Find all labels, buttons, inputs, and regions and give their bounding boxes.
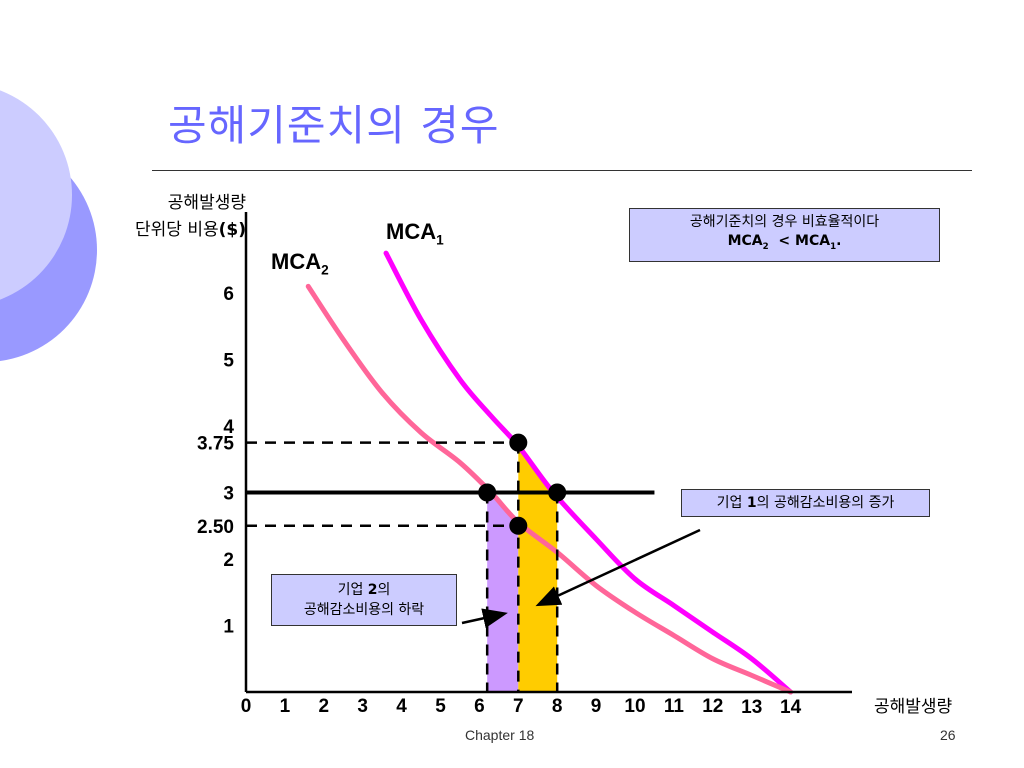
y-tick-label: 3.75 (197, 434, 234, 455)
x-tick-label: 4 (396, 696, 407, 717)
y-axis-title-text: 단위당 비용 (135, 220, 219, 240)
note-period: . (836, 233, 842, 249)
inefficiency-note-line1: 공해기준치의 경우 비효율적이다 (689, 214, 880, 230)
shaded-area-firm2-decrease (487, 488, 519, 692)
firm2-box-num: 2 (367, 582, 378, 598)
x-tick-label: 9 (591, 696, 602, 717)
x-tick-label: 11 (664, 696, 685, 717)
firm2-box-kr1: 기업 (337, 582, 368, 598)
y-tick-label: 4 (223, 417, 234, 438)
x-tick-label: 0 (241, 696, 252, 717)
y-tick-label: 3 (223, 484, 234, 505)
inefficiency-note-line2: MCA2 < MCA1. (630, 232, 939, 257)
firm2-box-line1: 기업 2의 (272, 580, 456, 600)
mca1-label-sub: 1 (436, 232, 444, 248)
x-tick-label: 13 (741, 697, 762, 718)
note-mca1-sub: 1 (830, 241, 837, 252)
firm1-box-num: 1 (746, 495, 757, 511)
data-point (509, 516, 528, 535)
y-tick-label: 2.50 (197, 517, 234, 538)
firm2-box-line2: 공해감소비용의 하락 (303, 602, 425, 618)
arrow-firm1-increase (535, 528, 701, 607)
mca1-label: MCA1 (386, 219, 444, 247)
mca1-label-main: MCA (386, 219, 437, 244)
y-tick-label: 2 (223, 550, 234, 571)
y-tick-label: 5 (223, 351, 234, 372)
y-axis-title: 공해발생량 단위당 비용($) (96, 190, 246, 244)
x-tick-label: 3 (357, 696, 368, 717)
y-tick-label: 1 (223, 617, 234, 638)
mca2-label-main: MCA (271, 249, 322, 274)
data-point (548, 483, 567, 502)
x-tick-label: 14 (780, 697, 802, 718)
curve-mca2 (305, 283, 794, 695)
curve-mca1 (383, 250, 794, 695)
x-tick-label: 5 (435, 696, 446, 717)
note-mca2-sub: 2 (762, 241, 769, 252)
x-tick-label: 10 (624, 696, 645, 717)
mca2-label: MCA2 (271, 249, 329, 277)
title-divider (152, 170, 972, 171)
x-tick-label: 7 (513, 696, 524, 717)
data-point (478, 483, 497, 502)
note-mca2: MCA (727, 233, 763, 249)
inefficiency-note-box: 공해기준치의 경우 비효율적이다 MCA2 < MCA1. (629, 208, 940, 262)
note-lt-mca1: < MCA (778, 233, 831, 249)
firm2-box-kr2: 의 (377, 582, 391, 598)
x-tick-label: 8 (552, 696, 563, 717)
y-axis-title-line2: 단위당 비용($) (96, 217, 246, 244)
data-point (509, 433, 528, 452)
footer-chapter: Chapter 18 (465, 727, 535, 743)
firm2-cost-decrease-box: 기업 2의 공해감소비용의 하락 (271, 574, 457, 626)
x-axis-title: 공해발생량 (874, 697, 953, 717)
firm1-box-kr2: 의 공해감소비용의 증가 (756, 495, 895, 511)
y-axis-title-line1: 공해발생량 (167, 193, 246, 213)
firm1-box-kr1: 기업 (716, 495, 747, 511)
x-tick-label: 1 (280, 696, 291, 717)
page-title: 공해기준치의 경우 (168, 101, 500, 150)
x-tick-label: 12 (702, 696, 723, 717)
shaded-area-firm1-increase (518, 445, 558, 692)
decor-circle-front (0, 90, 72, 300)
mca2-label-sub: 2 (321, 262, 329, 278)
y-tick-label: 6 (223, 284, 234, 305)
page-number: 26 (940, 727, 956, 743)
firm1-cost-increase-box: 기업 1의 공해감소비용의 증가 (681, 489, 930, 517)
x-tick-label: 2 (319, 696, 330, 717)
x-tick-label: 6 (474, 696, 485, 717)
y-axis-title-unit: ($) (218, 220, 246, 240)
arrow-firm2-decrease (461, 608, 508, 629)
